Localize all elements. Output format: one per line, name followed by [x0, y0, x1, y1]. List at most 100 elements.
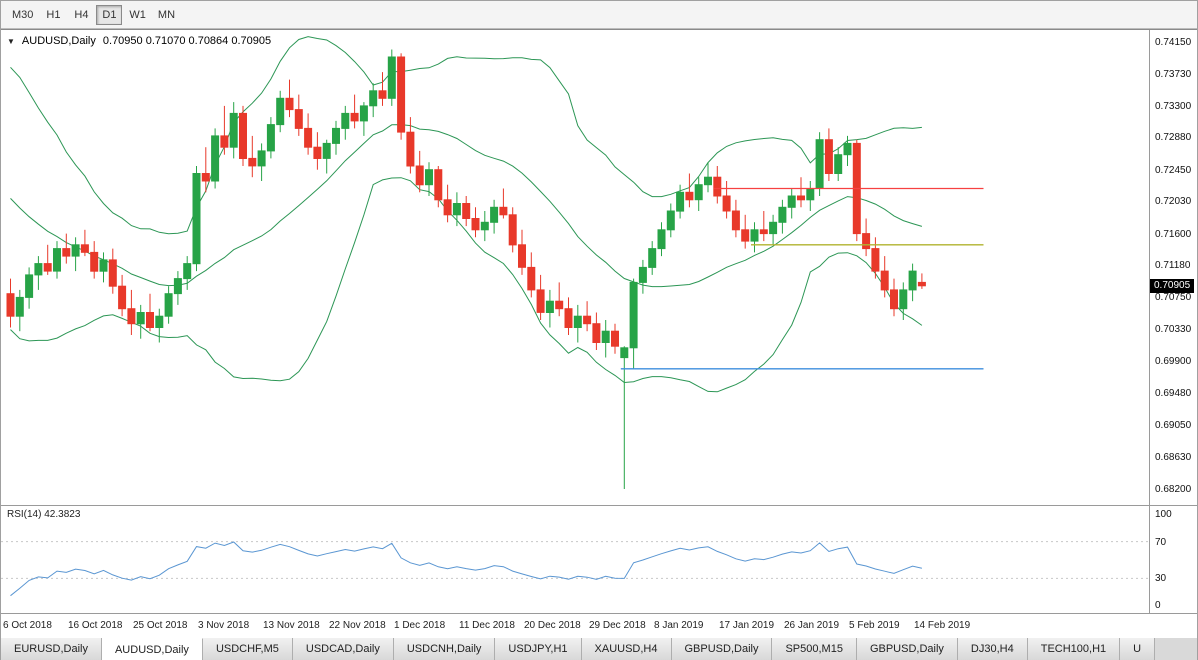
bull-candle	[806, 188, 815, 201]
bear-candle	[146, 312, 154, 328]
date-tick-label: 3 Nov 2018	[198, 620, 250, 631]
rsi-tick-label: 30	[1155, 573, 1167, 584]
chart-tab-usdcad-daily[interactable]: USDCAD,Daily	[292, 638, 394, 660]
bull-candle	[899, 289, 908, 310]
rsi-tick-label: 0	[1155, 600, 1161, 611]
bull-candle	[490, 206, 499, 223]
bull-candle	[211, 135, 220, 182]
chart-tab-xauusd-h4[interactable]: XAUUSD,H4	[581, 638, 672, 660]
bear-candle	[443, 199, 452, 216]
bear-candle	[880, 270, 889, 291]
price-pane[interactable]: ▼ AUDUSD,Daily 0.70950 0.71070 0.70864 0…	[1, 30, 1197, 505]
timeframe-button-m30[interactable]: M30	[12, 8, 34, 21]
price-tick-label: 0.70750	[1155, 292, 1192, 303]
price-tick-label: 0.74150	[1155, 37, 1192, 48]
bull-candle	[99, 259, 108, 272]
chart-tab-usdcnh-daily[interactable]: USDCNH,Daily	[393, 638, 496, 660]
bear-candle	[722, 195, 731, 212]
bull-candle	[183, 263, 192, 280]
bear-candle	[118, 285, 127, 310]
price-axis[interactable]: 0.74150 0.73730 0.73300 0.72880 0.72450 0.720…	[1149, 30, 1197, 505]
chart-tab-eurusd-daily[interactable]: EURUSD,Daily	[1, 638, 102, 660]
bull-candle	[155, 315, 164, 329]
chart-ohlc-values: 0.70950 0.71070 0.70864 0.70905	[102, 35, 272, 47]
price-tick-label: 0.71180	[1155, 260, 1191, 271]
bull-candle	[173, 278, 182, 295]
timeframe-button-h1[interactable]: H1	[46, 8, 61, 21]
date-tick-label: 17 Jan 2019	[719, 620, 775, 631]
bear-candle	[685, 191, 694, 201]
chart-tab-gbpusd-daily[interactable]: GBPUSD,Daily	[671, 638, 773, 660]
bull-candle	[620, 347, 629, 359]
chart-tab-dj30-h4[interactable]: DJ30,H4	[957, 638, 1028, 660]
bear-candle	[917, 281, 926, 287]
price-tick-label: 0.71600	[1155, 229, 1192, 240]
timeframe-button-d1[interactable]: D1	[96, 4, 123, 25]
rsi-axis[interactable]: 100 70 30 0	[1149, 506, 1197, 613]
bear-candle	[583, 315, 592, 325]
chart-tab-usdchf-m5[interactable]: USDCHF,M5	[202, 638, 293, 660]
rsi-pane[interactable]: RSI(14) 42.3823 100 70 30 0	[1, 505, 1197, 613]
bear-candle	[304, 127, 313, 148]
bull-candle	[908, 270, 917, 291]
bull-candle	[452, 203, 461, 216]
bollinger-lower-band	[10, 177, 923, 393]
bull-candle	[629, 281, 638, 349]
bear-candle	[220, 135, 229, 148]
bear-candle	[871, 248, 880, 272]
bear-candle	[731, 210, 740, 231]
bear-candle	[536, 289, 545, 313]
bull-candle	[750, 229, 759, 242]
bear-candle	[499, 206, 508, 216]
timeframe-button-h4[interactable]: H4	[74, 8, 89, 21]
bull-candle	[322, 142, 331, 159]
chart-tab-u[interactable]: U	[1120, 638, 1156, 660]
timeframe-button-w1[interactable]: W1	[129, 8, 146, 21]
bull-candle	[480, 221, 489, 231]
date-tick-label: 11 Dec 2018	[459, 620, 515, 631]
bull-candle	[164, 293, 173, 317]
bear-candle	[434, 169, 443, 201]
price-tick-label: 0.69480	[1155, 388, 1192, 399]
chart-tab-audusd-daily[interactable]: AUDUSD,Daily	[101, 638, 203, 660]
price-tick-label: 0.73730	[1155, 69, 1192, 80]
bull-candle	[787, 195, 796, 208]
bear-candle	[6, 293, 15, 317]
bull-candle	[834, 154, 843, 174]
bear-candle	[713, 176, 722, 197]
chart-tab-tech100-h1[interactable]: TECH100,H1	[1027, 638, 1121, 660]
bear-candle	[462, 203, 471, 219]
bear-candle	[797, 195, 805, 201]
price-tick-label: 0.72030	[1155, 196, 1192, 207]
bear-candle	[201, 173, 210, 182]
bull-candle	[638, 266, 647, 283]
bear-candle	[90, 251, 99, 272]
bull-candle	[657, 229, 666, 250]
date-tick-label: 13 Nov 2018	[263, 620, 320, 631]
bear-candle	[406, 131, 415, 167]
bear-candle	[592, 323, 601, 344]
chart-tab-usdjpy-h1[interactable]: USDJPY,H1	[495, 638, 582, 660]
bear-candle	[759, 229, 768, 235]
timeframe-button-mn[interactable]: MN	[157, 8, 176, 21]
bull-candle	[136, 312, 145, 325]
rsi-indicator-label: RSI(14) 42.3823	[7, 509, 81, 520]
bull-candle	[229, 112, 238, 148]
rsi-chart-canvas[interactable]	[1, 506, 1151, 614]
collapse-chart-icon[interactable]: ▼	[7, 36, 15, 46]
bear-candle	[350, 112, 359, 122]
current-price-badge: 0.70905	[1150, 279, 1195, 293]
chart-tab-gbpusd-daily[interactable]: GBPUSD,Daily	[856, 638, 958, 660]
bull-candle	[71, 244, 80, 257]
date-axis[interactable]: 6 Oct 2018 16 Oct 2018 25 Oct 2018 3 Nov 20…	[1, 613, 1197, 638]
chart-tab-sp500-m15[interactable]: SP500,M15	[772, 638, 857, 660]
chart-window: ▼ AUDUSD,Daily 0.70950 0.71070 0.70864 0…	[1, 29, 1197, 638]
price-tick-label: 0.69050	[1155, 420, 1192, 431]
bear-candle	[611, 330, 619, 347]
date-tick-label: 6 Oct 2018	[3, 620, 52, 631]
date-tick-label: 14 Feb 2019	[914, 620, 971, 631]
date-tick-label: 1 Dec 2018	[394, 620, 446, 631]
price-chart-canvas[interactable]	[1, 30, 1151, 505]
bear-candle	[415, 165, 424, 186]
date-tick-label: 26 Jan 2019	[784, 620, 840, 631]
